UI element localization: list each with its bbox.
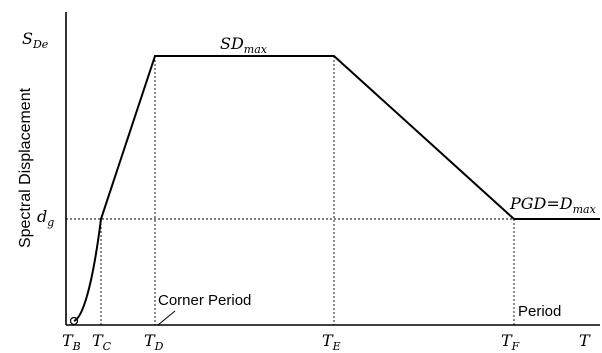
spectrum-curve — [73, 55, 600, 322]
tick-label-te: TE — [322, 331, 341, 353]
tick-label-td: TD — [144, 331, 164, 353]
sdmax-label: SDmax — [220, 34, 268, 56]
tick-label-tb: TB — [62, 331, 81, 353]
tb-marker — [69, 316, 79, 326]
period-label: Period — [518, 303, 561, 320]
dg-label: dg — [37, 207, 54, 229]
corner-period-label: Corner Period — [158, 292, 251, 309]
tick-label-tf: TF — [501, 331, 520, 353]
pgd-label: PGD=Dmax — [509, 194, 597, 216]
tick-label-t: T — [579, 331, 591, 350]
y-axis-title: Spectral Displacement — [17, 87, 34, 248]
tick-label-tc: TC — [92, 331, 112, 353]
sde-label: SDe — [22, 29, 49, 51]
corner-period-pointer — [157, 310, 176, 326]
